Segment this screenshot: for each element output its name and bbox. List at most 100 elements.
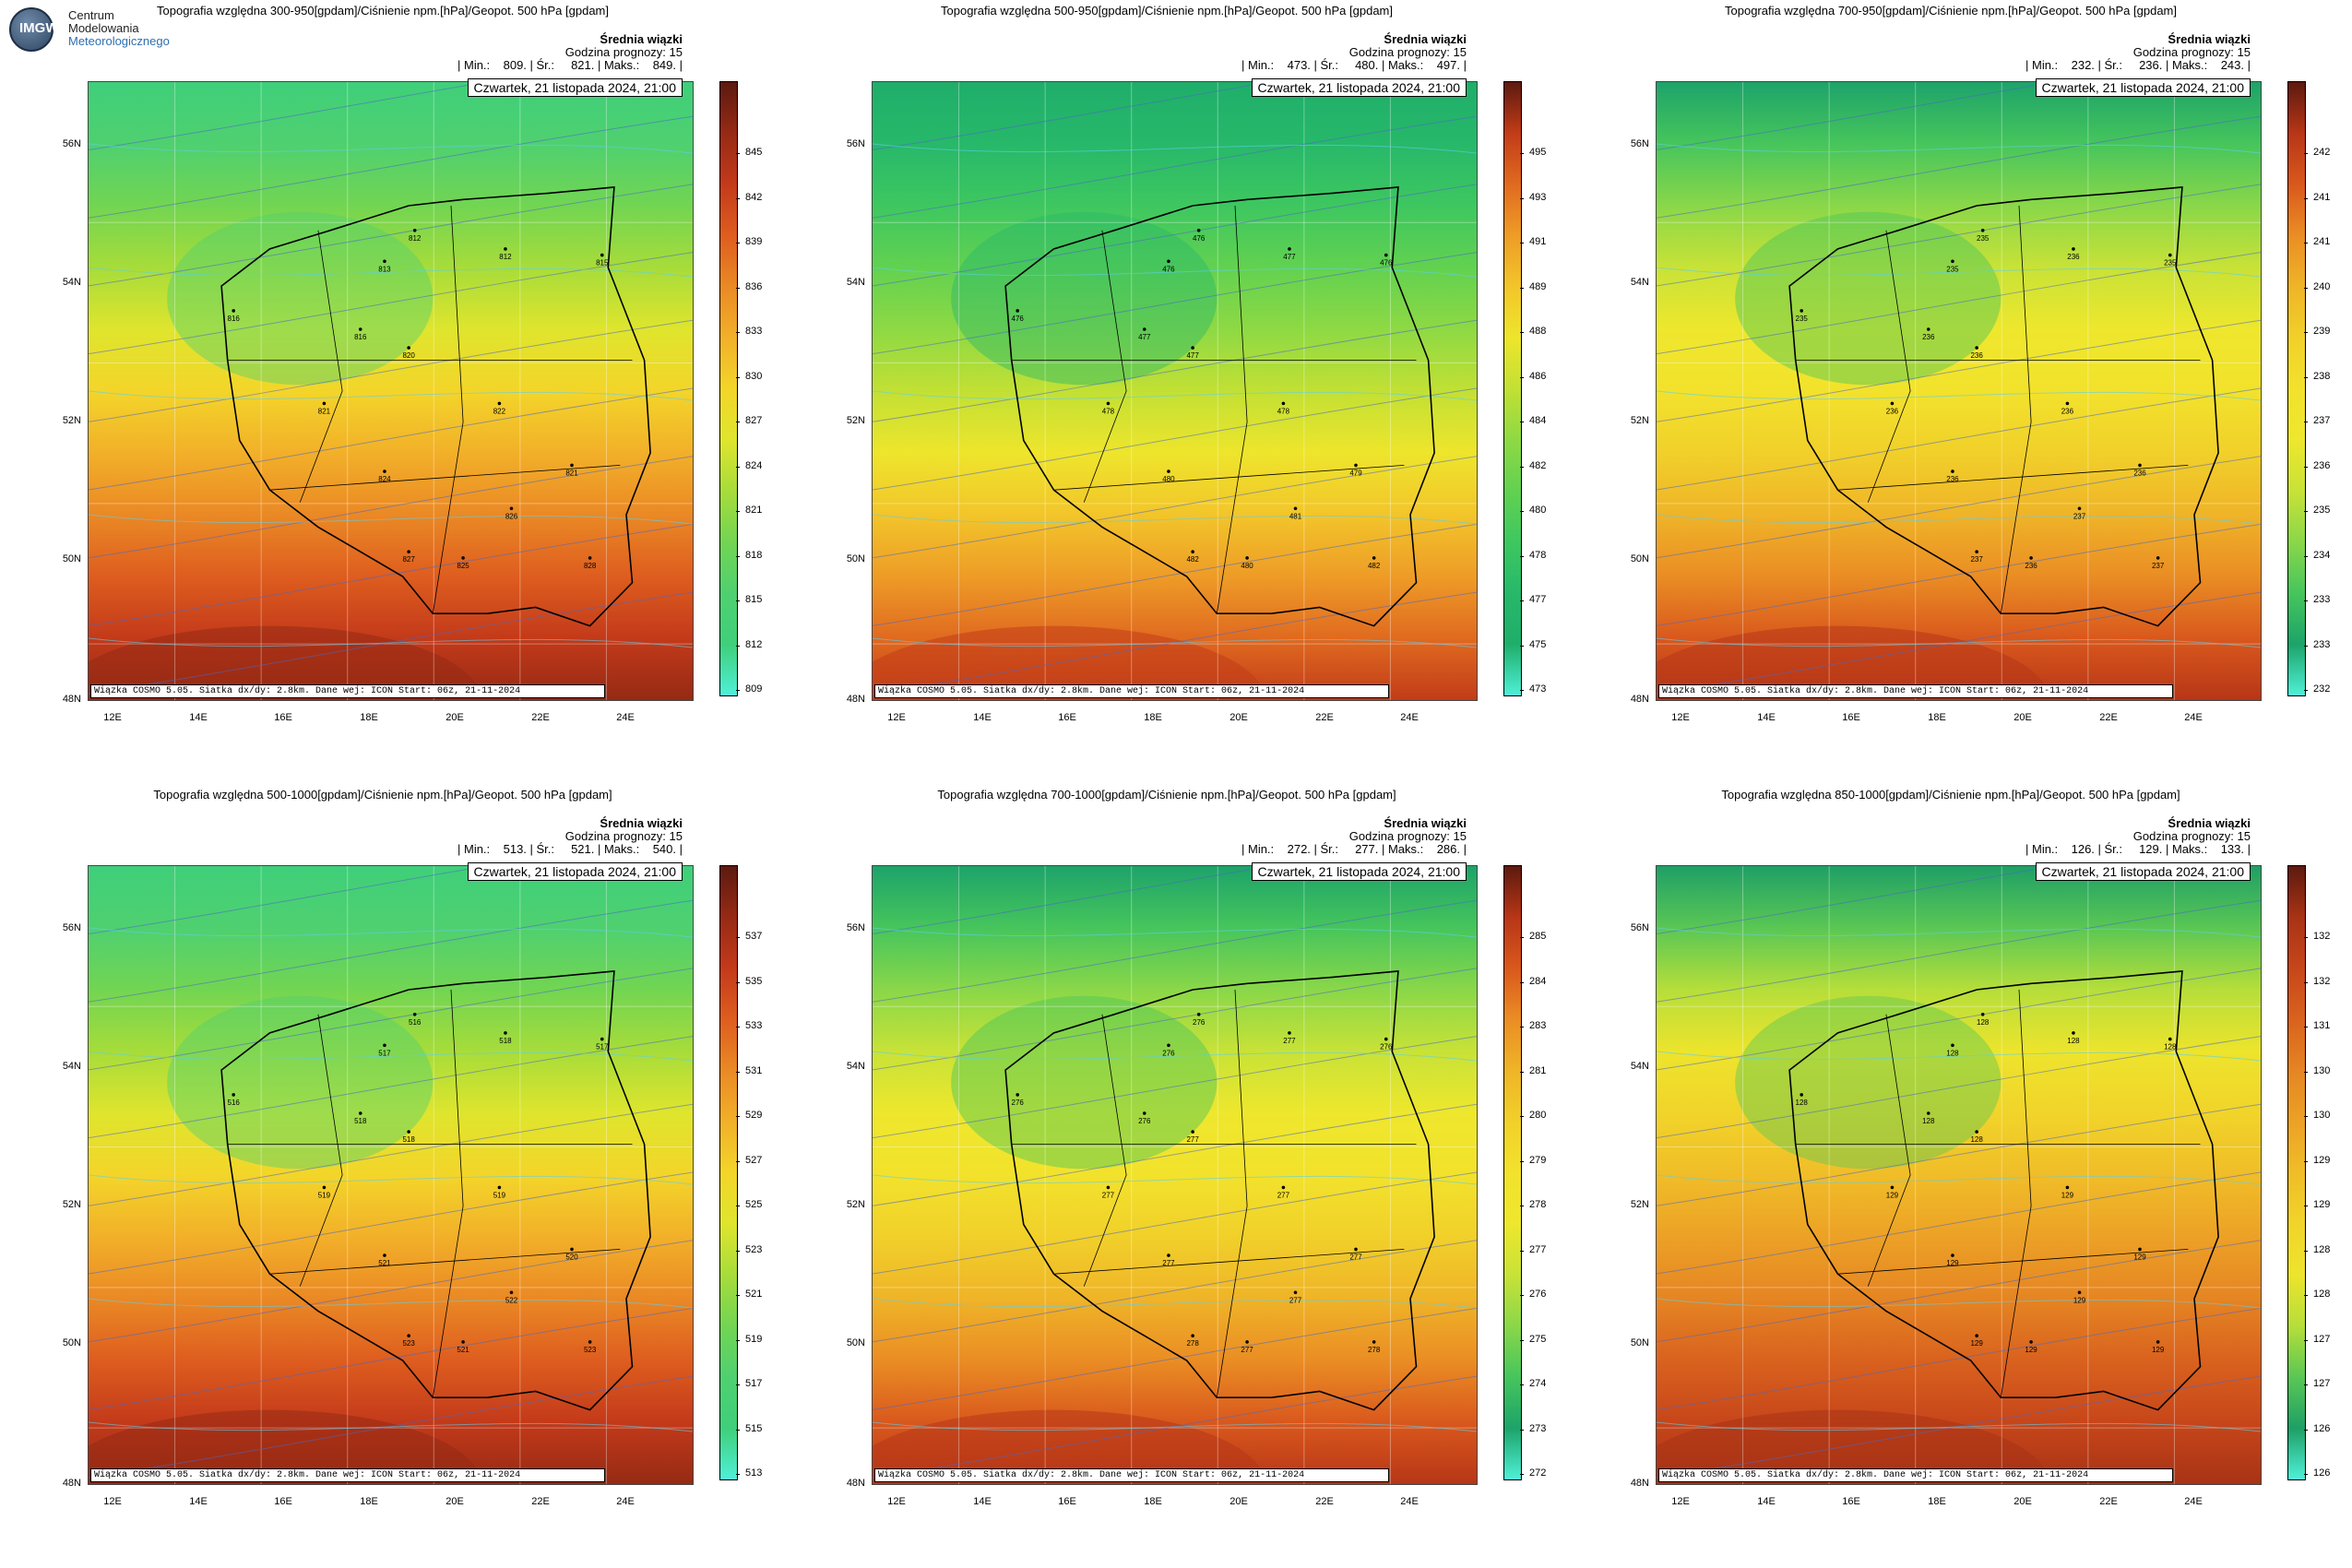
city-marker: [1191, 1334, 1194, 1337]
colorbar-label: 131: [2313, 1020, 2331, 1031]
colorbar-tick: [1520, 690, 1524, 691]
city-value: 517: [378, 1049, 391, 1057]
isobar: [89, 82, 489, 150]
geopotential-contour: [1657, 143, 2261, 154]
colorbar-label: 473: [1529, 683, 1547, 695]
colorbar-label: 477: [1529, 594, 1547, 605]
colorbar-label: 480: [1529, 505, 1547, 516]
city-value: 822: [493, 407, 506, 415]
thickness-field: [1657, 866, 2261, 1484]
city-marker: [1196, 229, 1201, 232]
valid-date-box: Czwartek, 21 listopada 2024, 21:00: [2035, 78, 2251, 97]
longitude-label: 16E: [274, 1496, 292, 1507]
colorbar-tick: [1520, 555, 1524, 557]
longitude-label: 12E: [1671, 712, 1690, 723]
city-value: 128: [1977, 1018, 1990, 1027]
longitude-label: 12E: [1671, 1496, 1690, 1507]
colorbar-tick: [2304, 1160, 2308, 1162]
colorbar-label: 818: [745, 549, 763, 561]
city-marker: [1354, 1247, 1358, 1252]
city-marker: [1167, 259, 1170, 264]
city-value: 277: [1283, 1037, 1296, 1045]
city-value: 128: [1796, 1099, 1809, 1107]
isobar: [873, 1307, 1477, 1410]
colorbar-tick: [1520, 1160, 1524, 1162]
panel-title: Topografia względna 500-1000[gpdam]/Ciśn…: [153, 788, 612, 802]
city-value: 276: [1193, 1018, 1206, 1027]
city-marker: [2138, 463, 2142, 468]
city-value: 276: [1012, 1099, 1025, 1107]
city-value: 278: [1186, 1339, 1199, 1348]
city-marker: [2072, 247, 2075, 251]
city-value: 478: [1277, 407, 1290, 415]
colorbar-tick: [1520, 1429, 1524, 1431]
isobar: [89, 523, 693, 626]
longitude-label: 16E: [1842, 1496, 1860, 1507]
city-value: 129: [2152, 1346, 2165, 1354]
region-border: [1837, 1249, 2189, 1275]
field-anomaly: [951, 211, 1218, 386]
isobar: [1657, 82, 2057, 150]
map-canvas: 276 276 277 276 276 276 277 277 277 277 277 277 278 2…: [873, 866, 1477, 1484]
panel-title: Topografia względna 700-950[gpdam]/Ciśni…: [1725, 4, 2177, 18]
poland-border: [1004, 186, 1435, 627]
isobar: [1657, 866, 2057, 934]
city-value: 520: [565, 1253, 578, 1261]
latitude-label: 50N: [1630, 553, 1649, 564]
isobar: [873, 252, 1477, 355]
city-marker: [1167, 469, 1170, 473]
colorbar-label: 521: [745, 1289, 763, 1300]
city-value: 235: [1977, 234, 1990, 243]
city-value: 480: [1241, 562, 1253, 570]
longitude-label: 24E: [2184, 1496, 2203, 1507]
geopotential-contour: [1657, 927, 2261, 938]
city-value: 479: [1349, 469, 1362, 477]
city-value: 236: [2067, 253, 2080, 261]
logo-line-2: Modelowania: [68, 21, 139, 35]
colorbar-tick: [2304, 1429, 2308, 1431]
colorbar-tick: [1520, 645, 1524, 647]
colorbar-label: 281: [1529, 1064, 1547, 1076]
city-marker: [588, 1340, 592, 1344]
ensemble-mean-label: Średnia wiązki: [2168, 816, 2251, 830]
isobar: [89, 591, 693, 695]
colorbar-label: 126: [2313, 1467, 2331, 1479]
colorbar-label: 537: [745, 931, 763, 942]
city-marker: [588, 556, 592, 560]
ensemble-mean-label: Średnia wiązki: [600, 816, 683, 830]
run-info-footer: Wiązka COSMO 5.05. Siatka dx/dy: 2.8km. …: [874, 684, 1389, 698]
city-marker: [1288, 1031, 1291, 1035]
latitude-label: 54N: [62, 1061, 81, 1072]
isobar: [873, 591, 1477, 695]
city-value: 478: [1102, 407, 1115, 415]
logo-line-1: Centrum: [68, 8, 114, 22]
map-panel: Topografia względna 700-1000[gpdam]/Ciśn…: [784, 784, 1550, 1568]
city-value: 237: [2152, 562, 2165, 570]
region-border: [1216, 989, 1248, 1398]
poland-border: [220, 970, 651, 1411]
longitude-label: 22E: [1315, 712, 1334, 723]
city-marker: [1951, 1043, 1954, 1048]
isobar: [89, 456, 693, 559]
longitude-label: 12E: [103, 712, 122, 723]
thickness-field: [1657, 82, 2261, 700]
city-value: 519: [318, 1191, 331, 1199]
poland-border: [1788, 970, 2219, 1411]
city-value: 276: [1138, 1117, 1151, 1125]
city-marker: [2077, 1290, 2082, 1295]
city-value: 816: [354, 333, 367, 341]
geopotential-contour: [89, 1051, 693, 1062]
colorbar-tick: [736, 690, 740, 691]
city-value: 277: [1102, 1191, 1115, 1199]
city-value: 477: [1186, 351, 1199, 360]
logo-badge: IMGW: [9, 7, 59, 52]
field-maximum-area: [1657, 625, 2049, 700]
isobar: [89, 1103, 693, 1206]
forecast-hour-label: Godzina prognozy: 15: [564, 45, 683, 59]
isobar: [89, 115, 693, 219]
city-marker: [504, 247, 507, 251]
colorbar-tick: [1520, 981, 1524, 983]
city-marker: [232, 309, 235, 313]
colorbar-label: 130: [2313, 1064, 2331, 1076]
colorbar-label: 274: [1529, 1378, 1547, 1389]
